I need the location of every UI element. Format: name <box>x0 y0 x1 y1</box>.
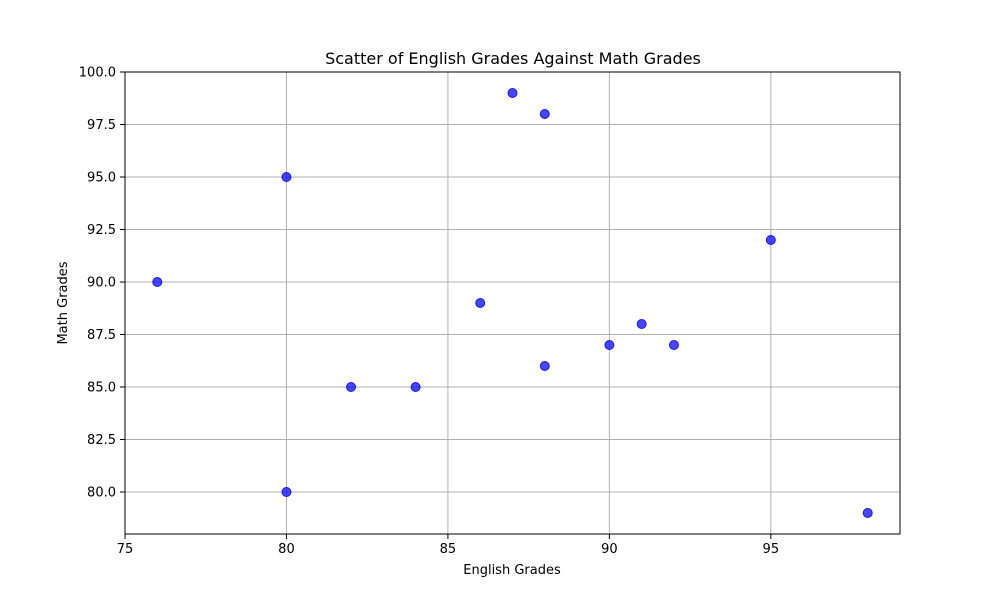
y-tick-label: 82.5 <box>87 433 116 448</box>
scatter-point <box>507 88 518 98</box>
plot-area-frame <box>124 71 901 535</box>
x-tick-label: 85 <box>440 542 457 557</box>
scatter-point <box>636 319 647 329</box>
x-tick-label: 95 <box>763 542 780 557</box>
data-points <box>152 88 873 518</box>
y-tick-label: 100.0 <box>79 66 116 81</box>
y-axis-label: Math Grades <box>56 261 71 344</box>
scatter-point <box>410 382 421 392</box>
x-tick-label: 80 <box>278 542 295 557</box>
y-tick-label: 97.5 <box>87 118 116 133</box>
y-tick-label: 92.5 <box>87 223 116 238</box>
scatter-point <box>152 277 163 287</box>
scatter-point <box>862 508 873 518</box>
scatter-point <box>765 235 776 245</box>
y-tick-label: 80.0 <box>87 486 116 501</box>
scatter-point <box>604 340 615 350</box>
x-tick-label: 90 <box>601 542 618 557</box>
x-tick-label: 75 <box>117 542 134 557</box>
y-tick-label: 90.0 <box>87 276 116 291</box>
scatter-point <box>281 172 292 182</box>
scatter-point <box>281 487 292 497</box>
y-tick-label: 85.0 <box>87 381 116 396</box>
scatter-point <box>346 382 357 392</box>
axis-ticks: 75 80 85 90 95 80.0 82.5 85.0 87.5 90.0 92.5 95.0 97… <box>79 66 779 558</box>
scatter-point <box>539 109 550 119</box>
scatter-point <box>539 361 550 371</box>
x-axis-label: English Grades <box>463 563 561 578</box>
scatter-point <box>668 340 679 350</box>
chart-title: Scatter of English Grades Against Math G… <box>325 49 701 68</box>
y-tick-label: 87.5 <box>87 328 116 343</box>
scatter-point <box>475 298 486 308</box>
y-tick-label: 95.0 <box>87 171 116 186</box>
